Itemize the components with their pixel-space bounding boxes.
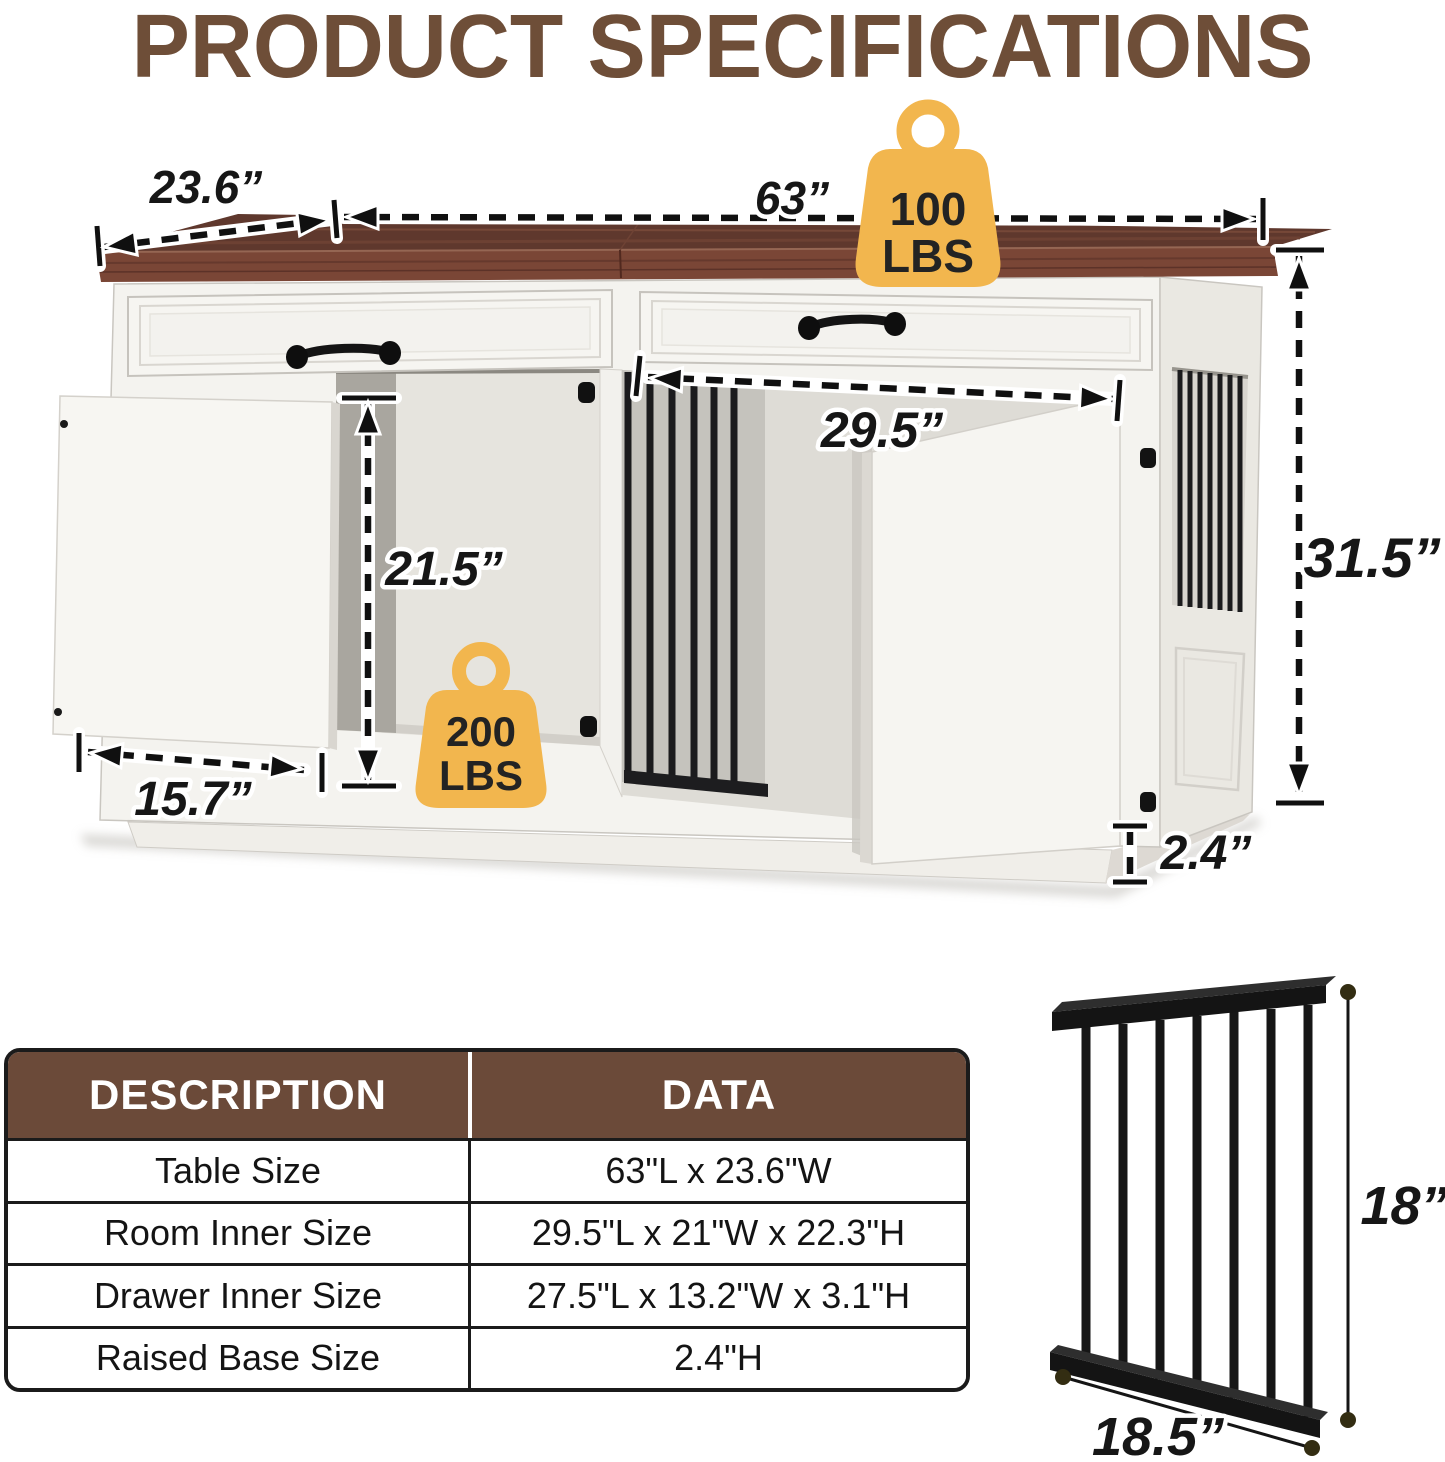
inner-height-label: 21.5” (384, 543, 502, 596)
left-room-door (52, 395, 340, 750)
gate-bottom-rail-top (1050, 1345, 1328, 1420)
weight-badge-room: 200 LBS (415, 642, 547, 808)
base-height-label: 2.4” (1160, 827, 1252, 880)
dim-dot (1304, 1440, 1320, 1456)
gate-bottom-rail (1050, 1352, 1320, 1438)
handle-knob (286, 345, 308, 369)
left-drawer (127, 288, 613, 378)
side-molding-inner (1183, 656, 1238, 782)
divider-gate-illustration: 18” 18.5” (1050, 976, 1445, 1462)
left-room-back-wall (336, 370, 600, 746)
room-capacity-unit: LBS (439, 752, 523, 799)
wood-grain (159, 236, 1301, 245)
drawer-bevel (139, 297, 601, 367)
right-room-door (860, 395, 1121, 865)
top-capacity-unit: LBS (882, 230, 974, 282)
cage-bottom-rail (624, 770, 768, 797)
spec-cell-data: 2.4"H (468, 1325, 966, 1388)
handle-knob (379, 341, 401, 365)
dimension-base-height: 2.4” (1107, 820, 1256, 888)
gate-height-label: 18” (1360, 1176, 1445, 1236)
length-label: 63” (755, 172, 829, 224)
spec-table-header-description: DESCRIPTION (8, 1052, 468, 1138)
handle-knob (798, 316, 820, 340)
gate-top-rail-top (1052, 976, 1336, 1012)
kettlebell-ring-icon (896, 99, 960, 163)
wood-seam (619, 249, 622, 279)
hinge-dot (54, 708, 62, 716)
dimension-depth: 23.6” (91, 157, 339, 272)
spec-cell-description: Room Inner Size (8, 1200, 468, 1263)
room-width-label: 29.5” (820, 402, 943, 458)
spec-cell-description: Table Size (8, 1138, 468, 1201)
room-capacity-value: 200 (446, 708, 516, 755)
height-label: 31.5” (1304, 526, 1441, 589)
door-edge (860, 452, 872, 864)
hinge-dot (578, 382, 595, 403)
wood-top-front-face (96, 247, 1278, 282)
drawer-bevel-inner (149, 306, 591, 357)
dim-dot (1340, 984, 1356, 1000)
kettlebell-body-icon (415, 690, 547, 808)
plinth-side (1105, 814, 1250, 884)
ground-shadow (80, 816, 1262, 898)
kettlebell-body-icon (855, 149, 1001, 287)
handle-knob (884, 312, 906, 336)
dimension-height: 31.5” (1270, 244, 1445, 809)
spec-cell-data: 27.5"L x 13.2"W x 3.1"H (468, 1263, 966, 1326)
gate-width-label: 18.5” (1092, 1407, 1224, 1462)
door-panel (52, 395, 333, 749)
spec-cell-description: Drawer Inner Size (8, 1263, 468, 1326)
wood-grain (209, 228, 1316, 233)
side-molding-outer (1174, 646, 1246, 792)
dim-dot (1340, 1412, 1356, 1428)
cabinet-illustration (52, 214, 1332, 898)
hinge-dot (580, 716, 597, 737)
side-cage-window (1171, 367, 1249, 792)
door-edge (329, 402, 340, 750)
dimension-length: 63” (328, 168, 1269, 246)
divider-cage-bars (624, 372, 738, 786)
spec-table: DESCRIPTION DATA Table Size 63"L x 23.6"… (4, 1048, 970, 1392)
door-panel (871, 395, 1121, 865)
door-width-label: 15.7” (134, 773, 251, 826)
top-capacity-value: 100 (890, 183, 967, 235)
wood-top-highlight (95, 246, 1274, 253)
spec-cell-data: 63"L x 23.6"W (468, 1138, 966, 1201)
spec-cell-description: Raised Base Size (8, 1325, 468, 1388)
dimension-room-width: 29.5” (630, 350, 1126, 463)
hinge-dot (60, 420, 68, 428)
gate-bars (1081, 1005, 1313, 1417)
dimension-door-width: 15.7” (73, 727, 328, 831)
page-title: PRODUCT SPECIFICATIONS (131, 0, 1314, 97)
side-bars (1177, 370, 1243, 612)
hinge-dot (1140, 448, 1156, 468)
wood-grain (99, 266, 1277, 273)
depth-label: 23.6” (149, 161, 263, 213)
gate-dimension-width: 18.5” (1055, 1369, 1320, 1462)
gate-top-rail (1052, 985, 1326, 1031)
gate-dimension-height: 18” (1340, 984, 1445, 1428)
hinge-dot (1140, 792, 1156, 812)
dimension-inner-height: 21.5” (336, 392, 507, 792)
drawer-bevel (651, 299, 1141, 363)
center-divider (599, 368, 623, 798)
spec-cell-data: 29.5"L x 21"W x 22.3"H (468, 1200, 966, 1263)
spec-table-header-data: DATA (468, 1052, 966, 1138)
weight-badge-top: 100 LBS (855, 99, 1001, 287)
dim-dot (1055, 1369, 1071, 1385)
right-drawer (639, 290, 1153, 372)
wood-grain (99, 257, 1276, 264)
